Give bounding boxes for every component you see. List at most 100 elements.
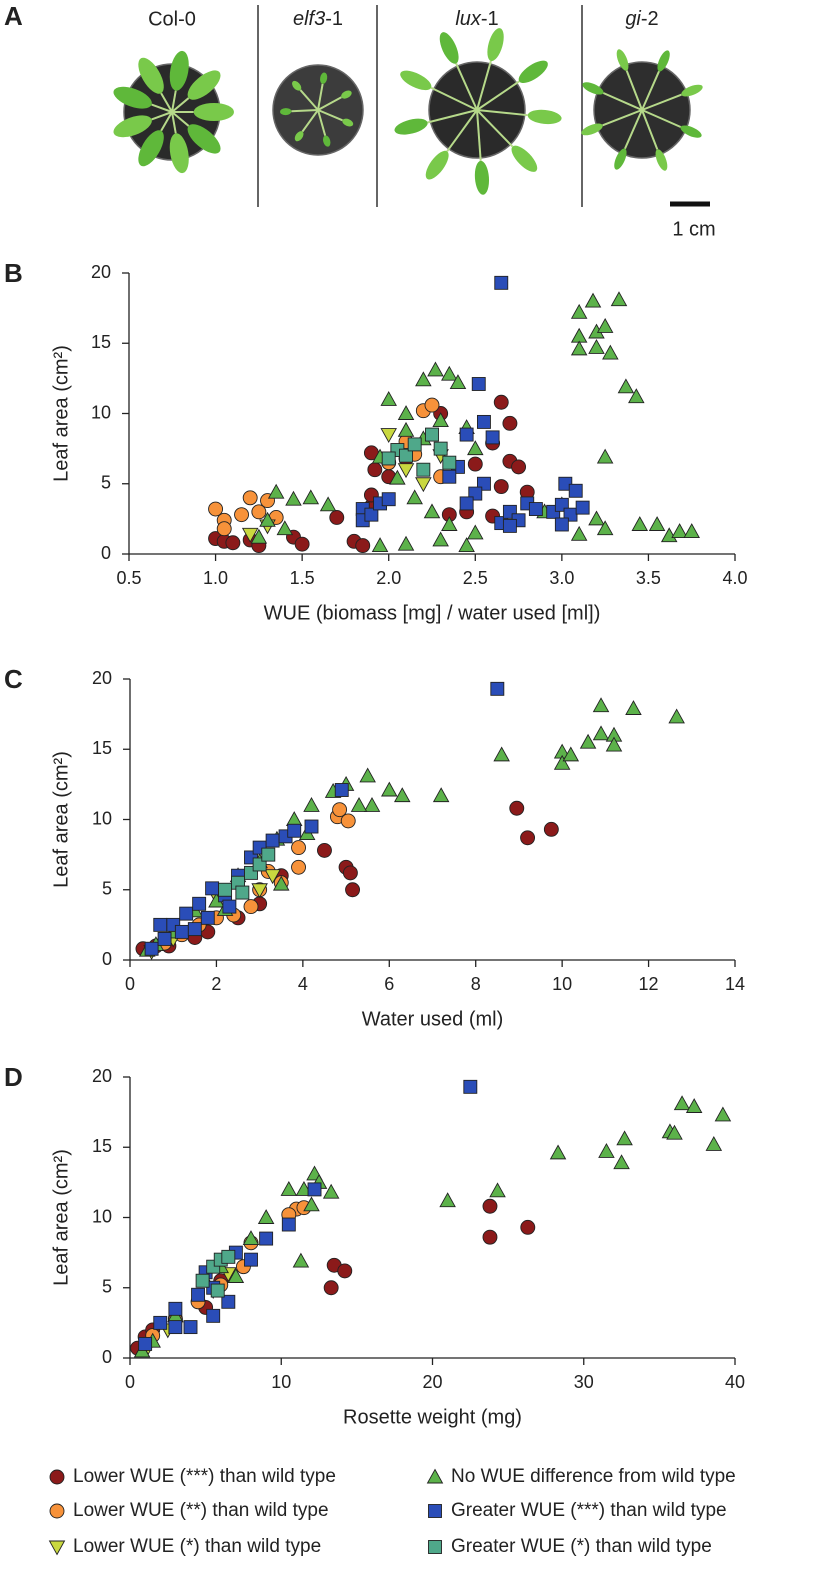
panel-letter: C <box>4 664 23 694</box>
genotype-label: gi-2 <box>625 8 658 30</box>
marker <box>673 1095 691 1111</box>
marker <box>543 821 559 837</box>
marker <box>549 1144 567 1160</box>
marker <box>48 1540 66 1556</box>
marker <box>602 344 619 360</box>
marker <box>359 767 376 783</box>
marker <box>322 1183 340 1199</box>
panel-letter: A <box>4 1 23 31</box>
marker <box>381 451 396 466</box>
marker <box>442 469 457 484</box>
genotype-label: Col-0 <box>148 8 196 30</box>
marker <box>334 783 349 797</box>
marker <box>592 697 610 713</box>
marker <box>397 405 415 420</box>
marker <box>329 510 345 525</box>
marker <box>153 917 168 932</box>
marker <box>579 733 597 749</box>
petiole <box>427 109 478 124</box>
marker <box>264 869 281 885</box>
leaf <box>425 150 449 180</box>
marker <box>350 797 368 812</box>
marker <box>168 1320 183 1335</box>
marker <box>257 1209 275 1224</box>
marker <box>463 1079 478 1094</box>
petiole <box>151 103 173 113</box>
marker <box>304 819 319 834</box>
x-axis-label: Water used (ml) <box>362 1008 504 1030</box>
marker <box>323 1280 339 1296</box>
marker <box>433 441 448 456</box>
marker <box>666 1124 683 1140</box>
marker <box>471 377 486 391</box>
marker <box>482 1198 498 1214</box>
marker <box>222 899 237 914</box>
marker <box>415 477 432 493</box>
marker <box>671 523 688 538</box>
marker <box>489 1182 506 1198</box>
marker <box>281 1217 296 1232</box>
leaf <box>474 160 490 195</box>
marker <box>493 746 510 762</box>
marker <box>285 490 302 506</box>
marker <box>584 292 602 308</box>
marker <box>144 941 159 956</box>
petiole <box>301 109 319 133</box>
marker <box>423 503 441 519</box>
marker <box>511 459 527 475</box>
leaf <box>187 124 221 154</box>
x-tick-label: 40 <box>725 1372 745 1392</box>
y-tick-label: 10 <box>92 1206 112 1226</box>
marker <box>317 842 332 858</box>
legend-label: Lower WUE (*) than wild type <box>73 1536 321 1557</box>
marker <box>432 531 449 547</box>
marker <box>428 1540 442 1554</box>
marker <box>242 1230 260 1246</box>
marker <box>381 492 396 507</box>
marker <box>337 1263 353 1279</box>
petiole <box>430 86 478 111</box>
marker <box>303 1196 320 1212</box>
leaf <box>294 131 304 142</box>
petiole <box>476 109 482 161</box>
marker <box>355 538 371 554</box>
marker <box>575 500 590 515</box>
leaf <box>394 118 428 135</box>
petiole <box>299 89 319 111</box>
x-tick-label: 3.5 <box>636 568 661 588</box>
marker <box>319 496 337 512</box>
y-axis-label: Leaf area (cm²) <box>50 345 72 482</box>
marker <box>276 520 294 536</box>
marker <box>363 797 381 812</box>
marker <box>179 906 194 921</box>
leaf <box>280 108 292 116</box>
marker <box>200 910 215 925</box>
marker <box>407 437 422 452</box>
marker <box>570 303 588 319</box>
marker <box>221 1294 236 1309</box>
y-axis-label: Leaf area (cm²) <box>50 751 72 888</box>
marker <box>235 885 250 900</box>
marker <box>427 361 444 377</box>
marker <box>49 1503 65 1519</box>
leaf <box>518 60 548 83</box>
petiole <box>624 109 643 150</box>
x-tick-label: 0 <box>125 1372 135 1392</box>
marker <box>628 388 645 404</box>
marker <box>476 414 491 429</box>
marker <box>294 536 310 552</box>
marker <box>442 455 457 470</box>
marker <box>406 489 423 505</box>
marker <box>439 1192 456 1208</box>
marker <box>174 924 189 939</box>
x-tick-label: 0.5 <box>116 568 141 588</box>
petiole <box>446 109 478 152</box>
leaf <box>680 125 702 138</box>
marker <box>381 781 398 797</box>
leaf <box>323 135 331 147</box>
y-axis-label: Leaf area (cm²) <box>50 1149 72 1286</box>
marker <box>432 412 449 427</box>
marker <box>157 931 172 946</box>
marker <box>705 1136 723 1151</box>
petiole <box>641 70 660 111</box>
